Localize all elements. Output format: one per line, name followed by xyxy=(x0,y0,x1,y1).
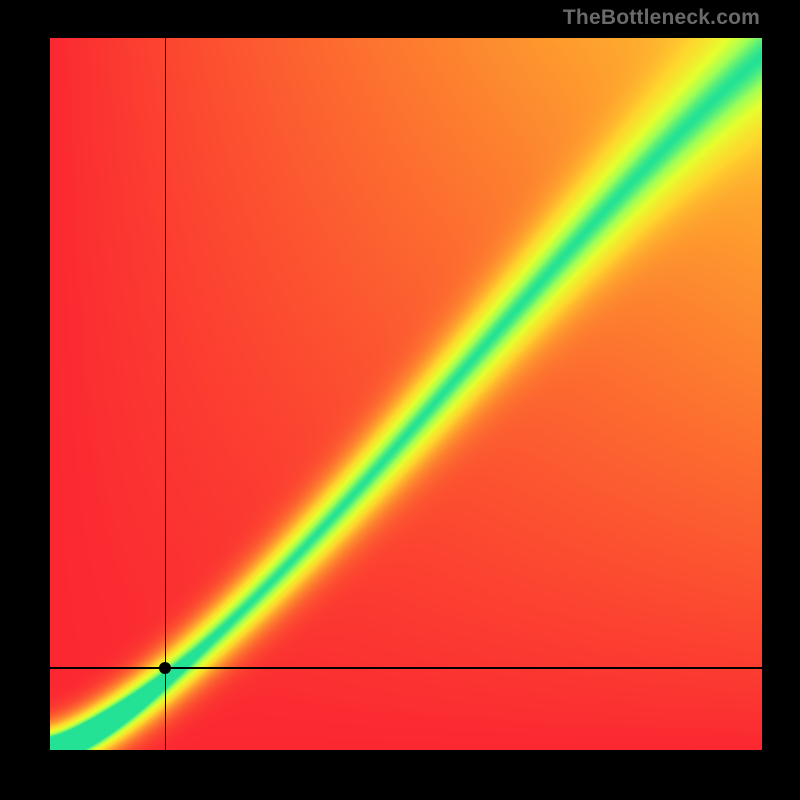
attribution-text: TheBottleneck.com xyxy=(563,6,760,30)
crosshair-vertical xyxy=(165,38,166,750)
heatmap-plot xyxy=(50,38,762,750)
chart-container: { "attribution": "TheBottleneck.com", "c… xyxy=(0,0,800,800)
crosshair-marker xyxy=(159,662,171,674)
crosshair-horizontal xyxy=(50,667,762,668)
heatmap-canvas xyxy=(50,38,762,750)
